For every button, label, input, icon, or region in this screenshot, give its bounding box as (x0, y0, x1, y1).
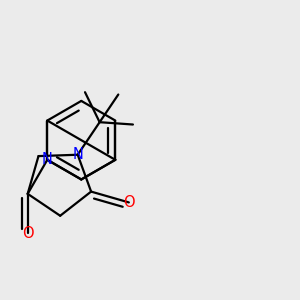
Text: N: N (72, 147, 83, 162)
Text: O: O (123, 195, 135, 210)
Text: N: N (42, 152, 53, 167)
Text: O: O (22, 226, 34, 241)
